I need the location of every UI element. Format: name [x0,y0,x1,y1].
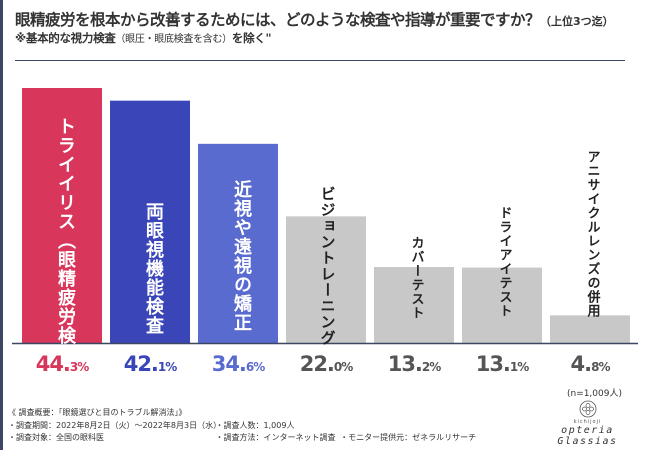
survey-footer: 《 調査概要：「眼鏡選びと目のトラブル解消法」》 ・調査期間：2022年8月2日… [8,407,476,445]
category-label: 近視や遠視の矯正 [231,180,252,332]
chart-title-topn: （上位3つ迄） [540,15,614,28]
value-label: 42.1% [123,352,178,376]
survey-target: ・調査対象：全国の眼科医 [8,433,104,442]
chart-title-text: 眼精疲労を根本から改善するためには、どのような検査や指導が重要ですか？ [15,11,541,29]
bar-4 [286,216,366,343]
survey-respondents: ・調査人数：1,009人 [215,420,295,430]
category-label: 両眼視機能検査 [143,202,164,335]
flower-seal-icon [579,400,596,418]
header-divider [15,60,625,61]
value-label: 4.8% [570,352,611,376]
survey-method: ・調査方法：インターネット調査 [215,433,336,442]
bar-1 [22,88,102,343]
brand-logo: kichijoji opteria Glassias [535,400,640,447]
subtitle-main: ※基本的な視力検査 [15,31,116,45]
left-accent-stripe [0,0,3,450]
value-label: 13.1% [475,352,530,376]
subtitle-tail: を除く" [231,31,272,45]
survey-provider: ・モニター提供元：ゼネラルリサーチ [340,433,477,442]
bar-2 [110,100,190,343]
chart-subtitle: ※基本的な視力検査（眼圧・眼底検査を含む）を除く" [15,30,271,46]
category-label: カバーテスト [408,236,424,320]
value-label: 34.6% [211,352,266,376]
survey-period: ・調査期間：2022年8月2日（火）〜2022年8月3日（水） [8,420,222,430]
bar-3 [198,143,278,343]
sample-size-note: (n=1,009人) [566,389,622,399]
chart-title: 眼精疲労を根本から改善するためには、どのような検査や指導が重要ですか？（上位3つ… [15,8,640,30]
bar-7 [550,315,630,343]
bar-6 [462,267,542,343]
bar-5 [374,267,454,343]
value-label: 44.3% [35,352,90,376]
value-label: 13.2% [387,352,442,376]
subtitle-paren: （眼圧・眼底検査を含む） [115,34,232,45]
category-label: トライイリス（眼精疲労検査） [55,117,76,383]
category-label: アニサイクルレンズの併用 [584,150,600,318]
logo-sub: kichijoji [573,419,602,425]
logo-brand: opteria Glassias [557,425,618,447]
category-label: ビジョントレーニング [318,186,337,346]
value-label: 22.0% [299,352,354,376]
survey-overview: 《 調査概要：「眼鏡選びと目のトラブル解消法」》 [8,408,187,417]
category-label: ドライアイテスト [496,206,512,318]
